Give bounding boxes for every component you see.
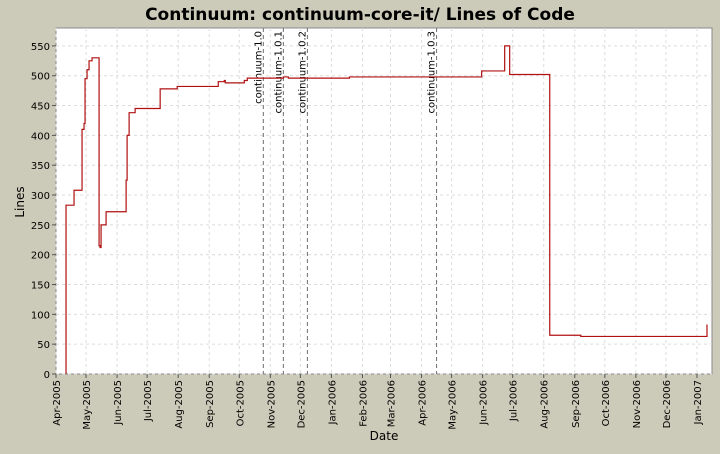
y-tick-label: 400 — [31, 131, 50, 142]
chart-title: Continuum: continuum-core-it/ Lines of C… — [145, 5, 575, 25]
x-axis-label: Date — [370, 429, 399, 443]
y-tick-label: 0 — [44, 370, 50, 381]
release-marker-label: continuum-1.0.3 — [427, 31, 438, 113]
x-tick-label: Apr-2006 — [418, 380, 429, 426]
y-tick-label: 150 — [31, 281, 50, 292]
x-tick-label: Oct-2005 — [235, 380, 246, 426]
x-tick-label: Jan-2006 — [327, 380, 338, 425]
series-layer — [65, 45, 708, 374]
y-tick-label: 50 — [37, 340, 50, 351]
y-tick-label: 250 — [31, 221, 50, 232]
x-tick-label: Jul-2005 — [143, 380, 154, 422]
grid — [55, 28, 712, 375]
y-tick-label: 100 — [31, 310, 50, 321]
x-tick-label: Mar-2006 — [387, 380, 398, 427]
plot-area — [55, 27, 713, 375]
x-tick-label: Dec-2005 — [296, 380, 307, 428]
y-axis-label: Lines — [13, 186, 27, 217]
x-axis: Apr-2005 May-2005 Jun-2005 Jul-2005 Aug-2005… — [52, 374, 704, 430]
x-tick-label: May-2005 — [82, 380, 93, 430]
x-tick-label: Oct-2006 — [601, 380, 612, 426]
y-axis: 0 50 100 150 200 250 300 350 400 450 500 550 — [31, 42, 56, 381]
y-tick-label: 200 — [31, 251, 50, 262]
x-tick-label: Jul-2006 — [509, 380, 520, 422]
release-marker-label: continuum-1.0.1 — [273, 31, 284, 113]
y-tick-label: 350 — [31, 161, 50, 172]
x-tick-label: Jun-2006 — [479, 380, 490, 426]
series-line — [65, 45, 708, 374]
x-tick-label: Jun-2005 — [113, 380, 124, 426]
x-tick-label: Sep-2005 — [205, 380, 216, 428]
y-tick-label: 550 — [31, 42, 50, 53]
x-tick-label: Sep-2006 — [571, 380, 582, 428]
y-tick-label: 300 — [31, 191, 50, 202]
y-tick-label: 500 — [31, 72, 50, 83]
release-marker-label: continuum-1.0 — [253, 31, 264, 104]
x-tick-label: Aug-2006 — [540, 380, 551, 429]
release-markers: continuum-1.0 continuum-1.0.1 continuum-1.… — [253, 28, 438, 374]
x-tick-label: Apr-2005 — [52, 380, 63, 426]
x-tick-label: Dec-2006 — [662, 380, 673, 428]
x-tick-label: Feb-2006 — [358, 380, 369, 427]
x-tick-label: Nov-2005 — [266, 380, 277, 428]
y-tick-label: 450 — [31, 102, 50, 113]
x-tick-label: Aug-2005 — [174, 380, 185, 429]
x-tick-label: Jan-2007 — [693, 380, 704, 425]
release-marker-label: continuum-1.0.2 — [297, 31, 308, 113]
x-tick-label: May-2006 — [448, 380, 459, 430]
x-tick-label: Nov-2006 — [632, 380, 643, 428]
